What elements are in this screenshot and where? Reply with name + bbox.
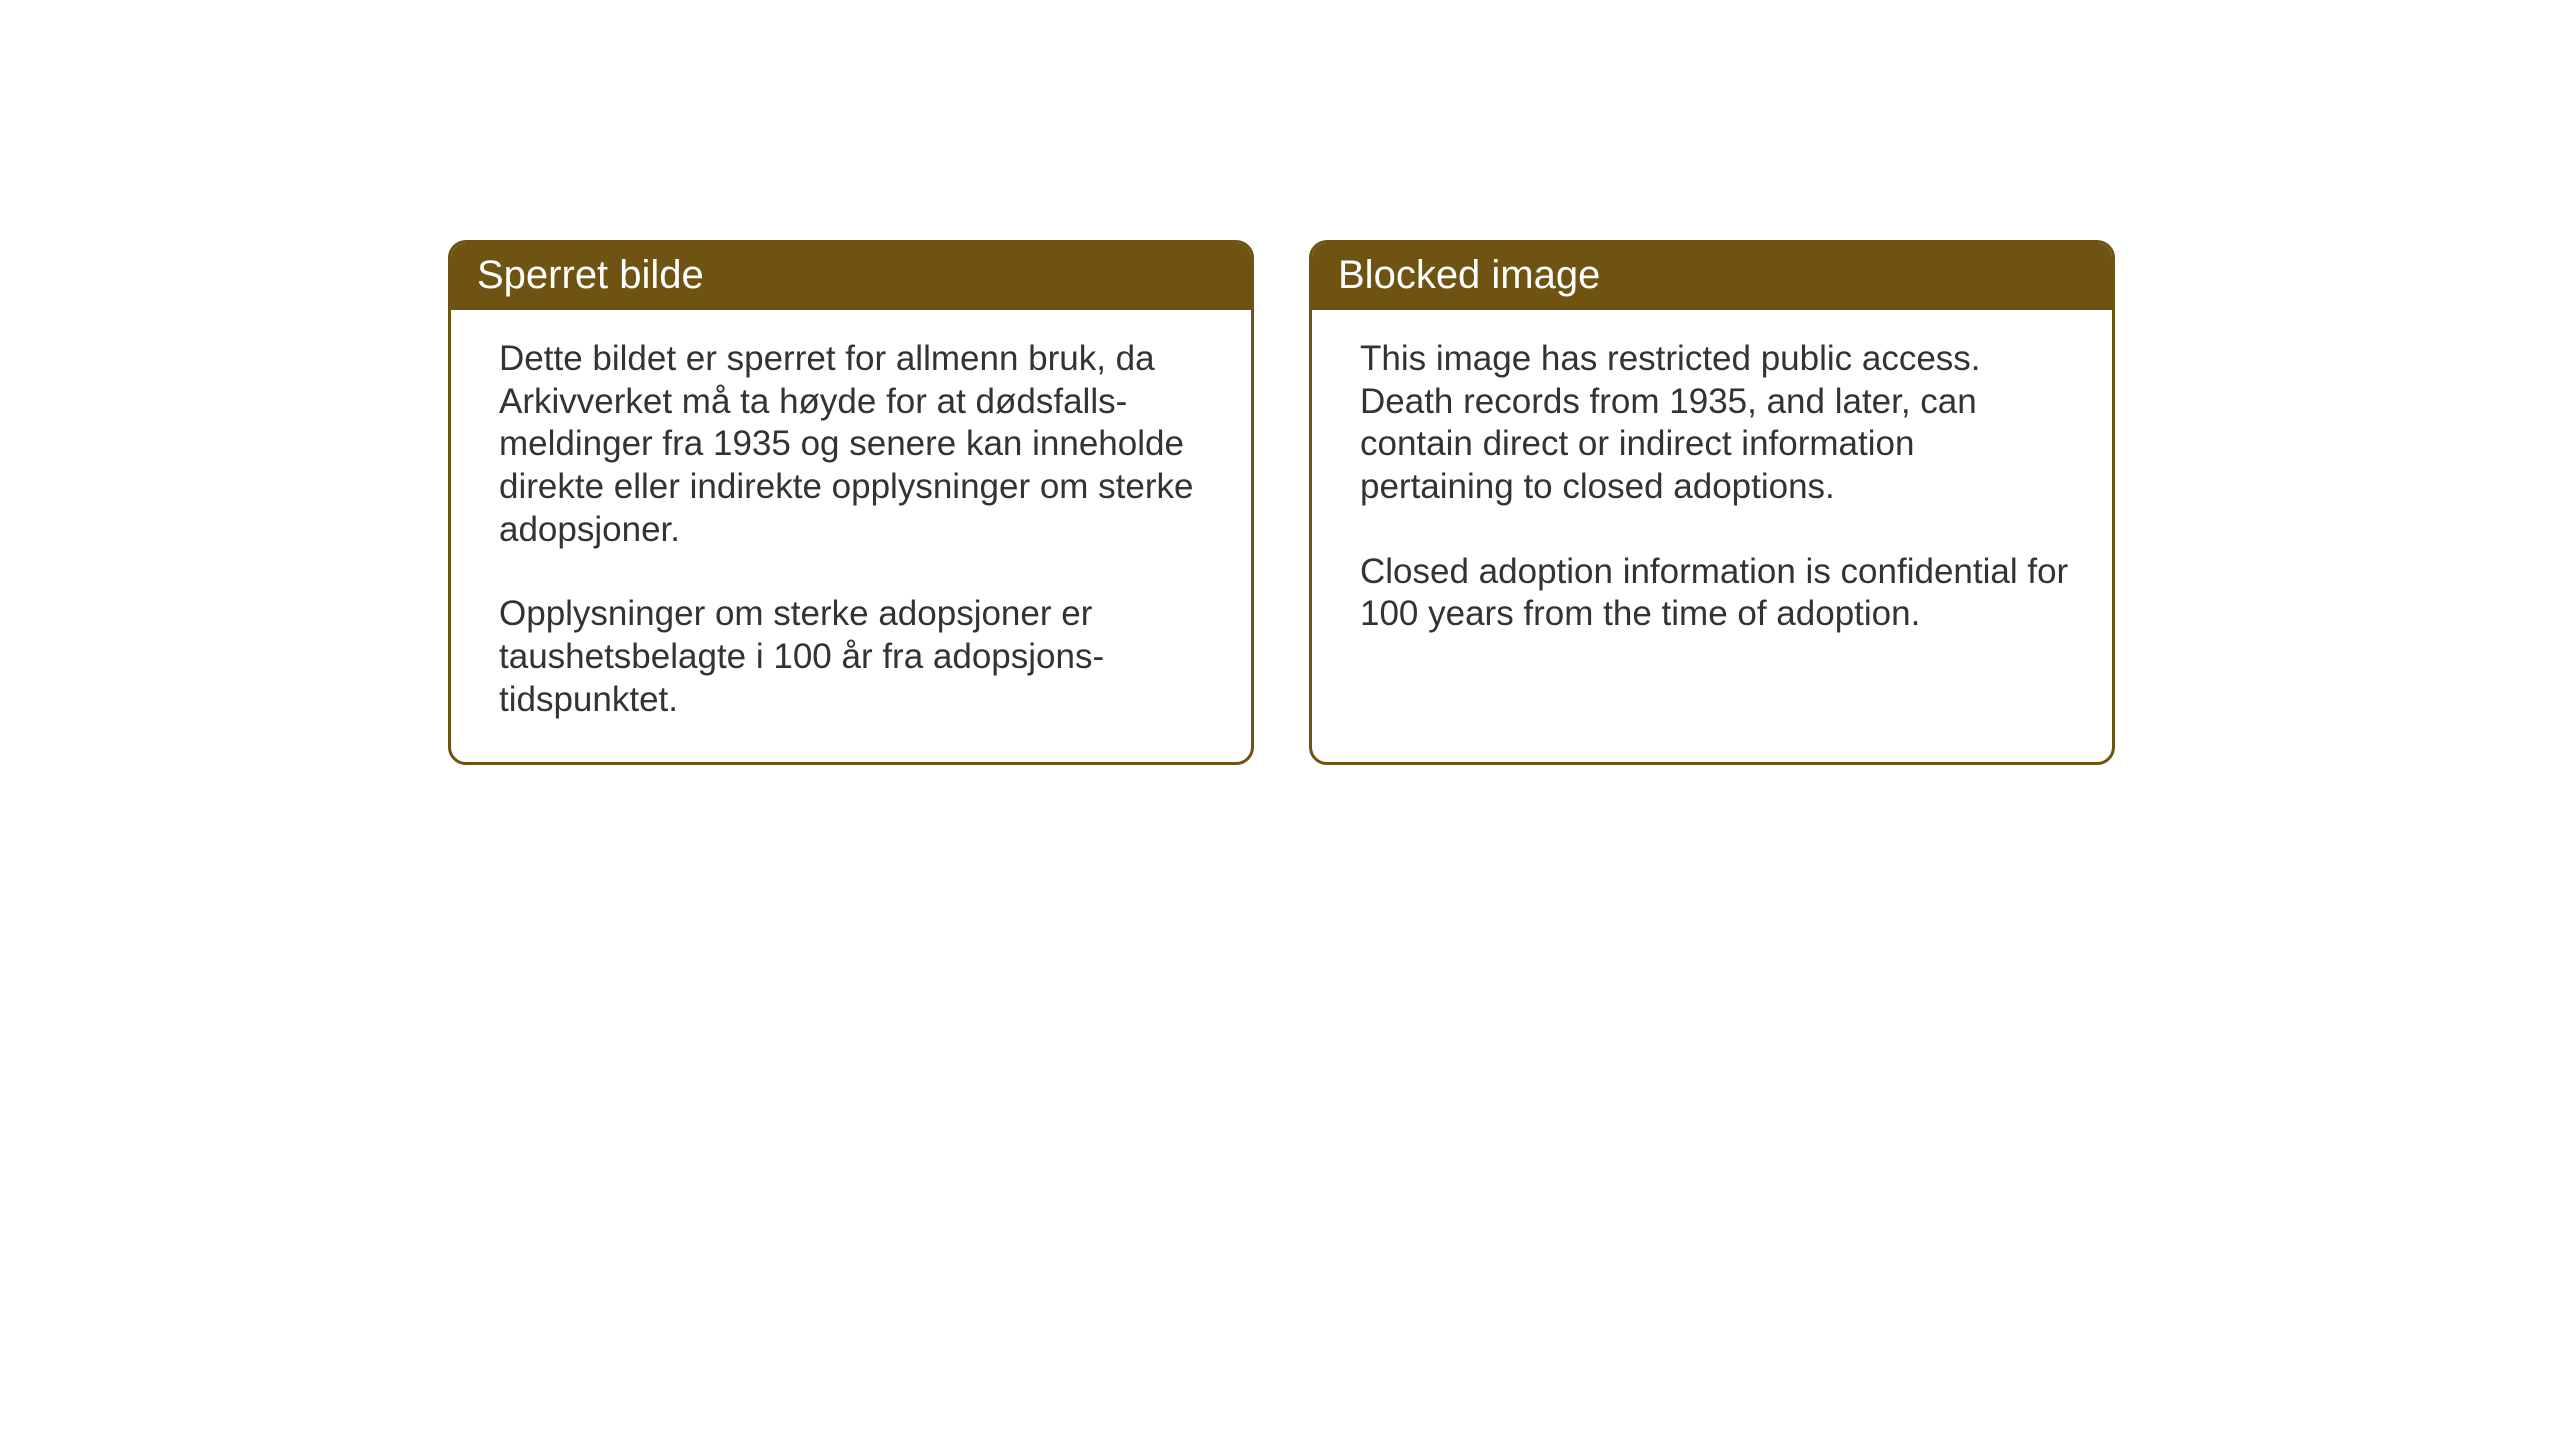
card-norwegian: Sperret bilde Dette bildet er sperret fo… (448, 240, 1254, 765)
card-norwegian-paragraph2: Opplysninger om sterke adopsjoner er tau… (499, 593, 1211, 721)
card-english-paragraph2: Closed adoption information is confident… (1360, 551, 2072, 636)
card-norwegian-paragraph1: Dette bildet er sperret for allmenn bruk… (499, 338, 1211, 551)
card-english-header: Blocked image (1312, 243, 2112, 310)
card-english: Blocked image This image has restricted … (1309, 240, 2115, 765)
card-english-title: Blocked image (1338, 253, 1600, 297)
card-english-body: This image has restricted public access.… (1312, 310, 2112, 676)
card-norwegian-body: Dette bildet er sperret for allmenn bruk… (451, 310, 1251, 762)
card-norwegian-header: Sperret bilde (451, 243, 1251, 310)
card-english-paragraph1: This image has restricted public access.… (1360, 338, 2072, 509)
card-norwegian-title: Sperret bilde (477, 253, 704, 297)
cards-container: Sperret bilde Dette bildet er sperret fo… (0, 240, 2560, 765)
